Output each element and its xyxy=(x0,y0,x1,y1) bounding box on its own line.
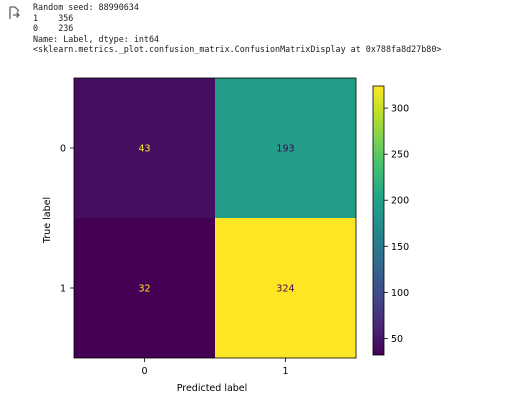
x-tick-label: 0 xyxy=(141,366,147,377)
colorbar xyxy=(372,85,385,356)
matrix-axes: 0 1 0 1 xyxy=(60,77,357,377)
matrix-cell xyxy=(74,78,215,218)
matrix-cell-value: 43 xyxy=(138,144,150,155)
y-tick-label: 1 xyxy=(60,284,66,295)
matrix-cell xyxy=(74,218,215,358)
colorbar-tick-label: 150 xyxy=(391,242,409,253)
y-tick-label: 0 xyxy=(60,144,66,155)
output-line-dtype: Name: Label, dtype: int64 xyxy=(33,33,160,44)
colorbar-tick-label: 300 xyxy=(391,104,409,115)
matrix-cell-value: 32 xyxy=(138,284,150,295)
matrix-cell xyxy=(215,218,356,358)
output-arrow-icon xyxy=(9,6,20,19)
output-line-count-0: 0 236 xyxy=(33,23,74,34)
colorbar-tick-label: 200 xyxy=(391,196,409,207)
matrix-frame xyxy=(73,77,357,359)
output-line-seed: Random seed: 88990634 xyxy=(33,2,139,12)
y-axis-label: True label xyxy=(42,197,53,244)
matrix-cell-labels: 43 193 32 324 xyxy=(138,144,294,295)
matrix-cell-value: 193 xyxy=(276,144,294,155)
x-tick-label: 1 xyxy=(282,366,288,377)
cell-output-text: Random seed: 88990634 1 356 0 236 Name: … xyxy=(33,2,441,55)
colorbar-tick-label: 250 xyxy=(391,150,409,161)
x-axis-label: Predicted label xyxy=(177,383,248,394)
matrix-cell xyxy=(215,78,356,218)
matrix-cell-value: 324 xyxy=(276,284,294,295)
colorbar-tick-label: 100 xyxy=(391,288,409,299)
colorbar-ticks: 50 100 150 200 250 300 xyxy=(384,104,409,345)
output-line-count-1: 1 356 xyxy=(33,12,74,23)
matrix-cells xyxy=(74,78,356,358)
colorbar-tick-label: 50 xyxy=(391,334,403,345)
output-line-display-repr: <sklearn.metrics._plot.confusion_matrix.… xyxy=(33,44,442,55)
